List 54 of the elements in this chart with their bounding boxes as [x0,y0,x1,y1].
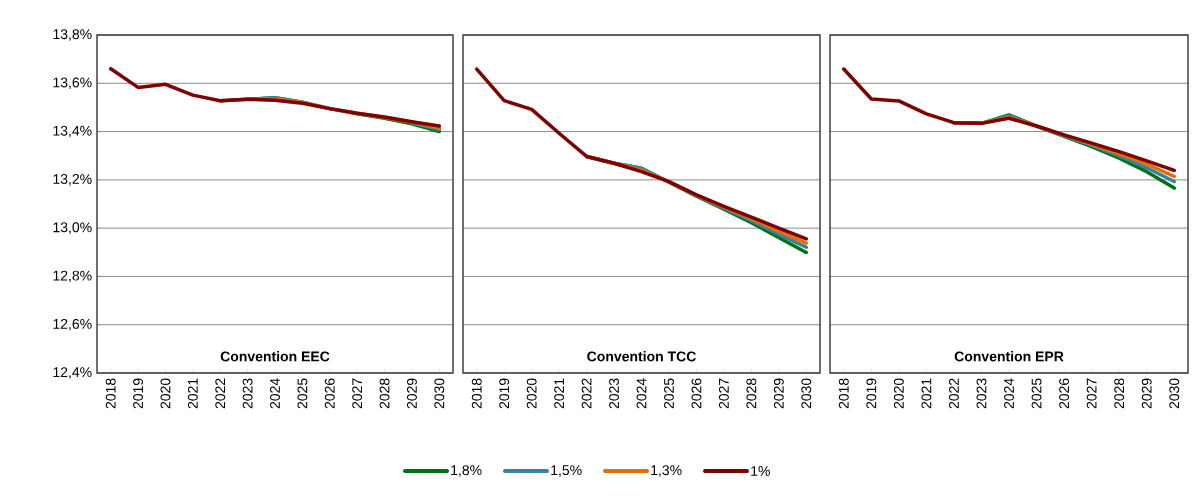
x-tick-label: 2020 [893,378,904,409]
text: Convention TCC [587,351,696,362]
legend-label: 1% [751,466,770,476]
x-tick-label: 2025 [1031,378,1042,409]
x-tick-label: 2027 [352,378,363,409]
y-tick-label: 13,4% [53,125,92,138]
y-tick-label: 12,4% [53,367,92,379]
x-tick-label: 2023 [976,378,987,409]
x-tick-label: 2024 [636,378,647,409]
x-tick-label: 2020 [160,378,171,409]
x-tick-label: 2019 [499,378,510,409]
x-tick-label: 2023 [242,378,253,409]
x-tick-label: 2029 [406,378,417,409]
x-tick-label: 2018 [838,378,849,409]
y-tick-label: 13,6% [53,77,92,90]
x-tick-label: 2018 [105,378,116,409]
x-tick-label: 2026 [1059,378,1070,409]
x-tick-label: 2018 [471,378,482,409]
y-tick-label: 13,2% [53,174,92,186]
x-tick-label: 2029 [1141,378,1152,409]
text: Convention EPR [954,351,1064,362]
legend-label: 1,8% [451,465,482,477]
x-tick-label: 2029 [773,378,784,409]
x-tick-label: 2024 [1004,378,1014,409]
x-tick-label: 2021 [187,378,198,409]
x-tick-label: 2023 [609,378,620,409]
legend-label: 1,3% [651,465,682,477]
x-tick-label: 2025 [664,378,674,409]
x-tick-label: 2021 [921,378,932,409]
x-tick-label: 2025 [297,378,308,409]
x-tick-label: 2026 [324,378,335,409]
legend-label: 1,5% [551,465,582,477]
x-tick-label: 2030 [801,378,812,409]
x-tick-label: 2019 [866,378,877,409]
x-tick-label: 2026 [691,378,702,409]
x-tick-label: 2027 [718,378,729,409]
y-tick-label: 13,8% [53,29,92,41]
x-tick-label: 2028 [1114,378,1125,409]
x-tick-label: 2027 [1086,378,1097,409]
x-tick-label: 2028 [379,378,390,409]
x-tick-label: 2030 [434,378,445,409]
y-tick-label: 12,8% [53,270,92,283]
y-tick-label: 13,0% [53,222,92,234]
x-tick-label: 2022 [215,378,226,409]
y-tick-label: 12,6% [53,318,92,331]
x-tick-label: 2022 [948,378,959,409]
x-tick-label: 2022 [581,378,592,409]
x-tick-label: 2021 [554,378,565,409]
x-tick-label: 2019 [133,378,144,409]
text: Convention EEC [220,351,330,362]
x-tick-label: 2030 [1169,378,1180,409]
x-tick-label: 2028 [746,378,757,409]
x-tick-label: 2020 [526,378,537,409]
x-tick-label: 2024 [270,378,280,409]
